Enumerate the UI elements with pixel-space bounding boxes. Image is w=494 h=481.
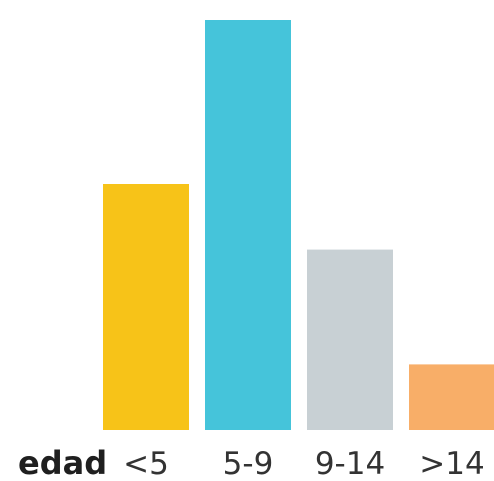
bar-9-14 — [307, 249, 393, 430]
x-tick-label: 5-9 — [223, 446, 274, 481]
bars-layer — [103, 20, 494, 430]
bar-5-9 — [205, 20, 291, 430]
bar-5 — [103, 184, 189, 430]
x-axis-label: edad — [18, 444, 107, 481]
labels-layer: edad <5 5-9 9-14 >14 — [18, 444, 485, 481]
x-tick-label: >14 — [419, 446, 484, 481]
x-tick-label: 9-14 — [315, 446, 385, 481]
x-tick-label: <5 — [123, 446, 169, 481]
bar-14 — [409, 364, 494, 430]
